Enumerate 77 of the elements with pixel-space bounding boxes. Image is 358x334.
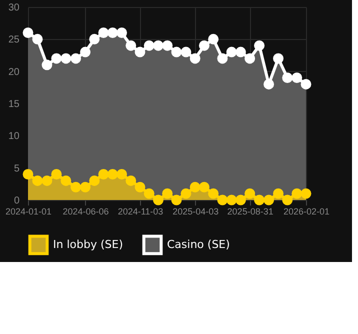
point	[32, 34, 43, 44]
point	[162, 188, 173, 199]
y-tick-label: 15	[8, 99, 20, 110]
y-tick-label: 5	[14, 163, 20, 174]
point	[235, 46, 246, 58]
point	[153, 194, 164, 206]
point	[42, 175, 52, 186]
point	[198, 40, 210, 51]
y-tick-label: 10	[8, 131, 20, 142]
point	[292, 72, 302, 83]
x-tick-label: 2024-11-03	[118, 206, 164, 216]
point	[70, 53, 82, 64]
point	[282, 194, 293, 206]
point	[22, 28, 34, 38]
point	[80, 182, 91, 192]
point	[254, 194, 265, 206]
point	[244, 188, 256, 199]
point	[51, 53, 62, 64]
point	[198, 182, 210, 192]
x-tick-label: 2025-08-31	[227, 206, 274, 216]
point	[264, 78, 274, 90]
point	[126, 40, 136, 51]
point	[273, 53, 284, 64]
point	[116, 28, 128, 38]
legend-label: In lobby (SE)	[53, 238, 123, 251]
point	[116, 169, 128, 180]
x-tick-label: 2026-02-01	[283, 206, 330, 216]
point	[190, 53, 200, 64]
point	[80, 46, 91, 58]
y-tick-label: 30	[8, 2, 20, 14]
point	[144, 188, 154, 199]
x-tick-label: 2024-01-01	[5, 206, 52, 216]
y-tick-label: 20	[8, 66, 20, 78]
point	[273, 188, 284, 199]
point	[162, 40, 173, 51]
point	[264, 194, 274, 206]
point	[153, 40, 164, 51]
point	[60, 53, 72, 64]
point	[235, 194, 246, 206]
point	[190, 182, 200, 192]
point	[292, 188, 302, 199]
legend-label: Casino (SE)	[167, 238, 230, 251]
point	[144, 40, 154, 51]
point	[180, 188, 192, 199]
point	[171, 46, 182, 58]
point	[300, 188, 312, 199]
point	[89, 175, 100, 186]
point	[98, 28, 109, 38]
y-tick-label: 25	[8, 34, 20, 46]
point	[70, 182, 82, 192]
point	[98, 169, 109, 180]
point	[60, 175, 72, 186]
point	[217, 194, 228, 206]
x-tick-label: 2024-06-06	[62, 206, 109, 216]
point	[89, 34, 100, 44]
point	[32, 175, 43, 186]
point	[22, 169, 34, 180]
point	[51, 169, 62, 180]
y-tick-label: 0	[14, 196, 20, 206]
x-tick-label: 2025-04-03	[172, 206, 219, 216]
point	[126, 175, 136, 186]
point	[226, 46, 237, 58]
point	[171, 194, 182, 206]
point	[107, 28, 118, 38]
point	[217, 53, 228, 64]
point	[282, 72, 293, 83]
point	[208, 34, 219, 44]
point	[254, 40, 265, 51]
point	[208, 188, 219, 199]
point	[180, 46, 192, 58]
point	[244, 53, 256, 64]
point	[107, 169, 118, 180]
point	[226, 194, 237, 206]
point	[42, 60, 52, 70]
point	[134, 46, 146, 58]
point	[300, 78, 312, 90]
point	[134, 182, 146, 192]
